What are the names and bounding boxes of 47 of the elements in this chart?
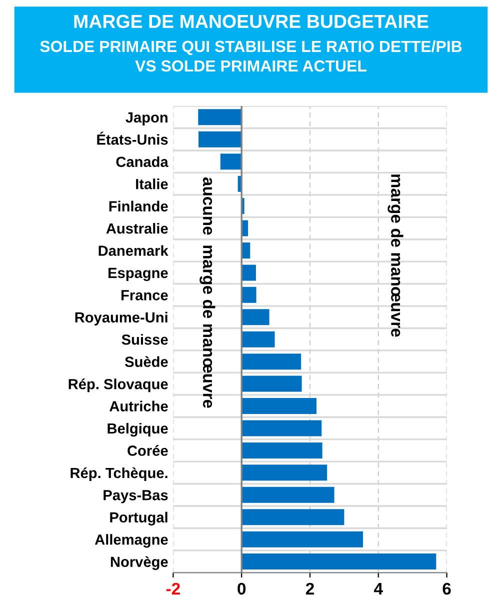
bar (242, 464, 328, 481)
bar (242, 286, 256, 303)
bar (242, 331, 275, 348)
bar (242, 264, 256, 281)
y-tick-label: Belgique (108, 422, 168, 437)
bar (242, 376, 302, 392)
x-tick-label: 2 (306, 582, 314, 594)
y-tick-label: France (121, 290, 168, 300)
bar (242, 486, 334, 503)
bar (242, 442, 322, 458)
bar (198, 131, 242, 148)
x-tick-label: 4 (374, 583, 383, 594)
annotation: marge de manœuvre (388, 174, 404, 337)
y-tick-label: Portugal (110, 512, 168, 526)
y-tick-label: Norvège (110, 556, 168, 570)
y-tick-label: Rép. Tchèque. (70, 467, 168, 482)
annotation: aucune marge de manœuvre (200, 177, 216, 408)
y-tick-label: Canada (116, 156, 168, 168)
bar (198, 109, 242, 126)
bar (242, 531, 363, 548)
x-tick-label: -2 (166, 582, 180, 594)
y-tick-label: Suisse (122, 334, 168, 345)
bar (242, 554, 436, 570)
y-tick-label: Suède (124, 356, 168, 368)
chart-title: MARGE DE MANOEUVRE BUDGETAIRE (74, 14, 428, 28)
bar (242, 398, 316, 414)
chart-subtitle: SOLDE PRIMAIRE QUI STABILISE LE RATIO DETTE/PIB VS SOLDE PRIMAIRE ACTUEL (40, 40, 462, 72)
y-tick-label: Pays-Bas (104, 490, 168, 504)
bar (220, 154, 242, 170)
bar (242, 309, 270, 326)
y-tick-label: Royaume-Uni (75, 312, 168, 326)
y-tick-label: Corée (128, 445, 168, 456)
bar (242, 420, 322, 436)
bar (242, 509, 344, 526)
y-tick-label: Espagne (108, 268, 168, 282)
x-tick-label: 6 (442, 582, 451, 595)
y-tick-label: Rép. Slovaque (68, 378, 168, 392)
y-tick-label: Australie (106, 222, 168, 234)
y-tick-label: Japon (126, 112, 168, 126)
bar (242, 354, 302, 370)
y-tick-label: États-Unis (97, 132, 168, 145)
x-tick-label: 0 (238, 582, 246, 595)
y-tick-label: Allemagne (94, 534, 168, 548)
y-tick-label: Danemark (98, 245, 168, 256)
y-tick-label: Autriche (110, 400, 168, 412)
y-tick-label: Italie (136, 178, 168, 190)
y-tick-label: Finlande (109, 200, 168, 212)
